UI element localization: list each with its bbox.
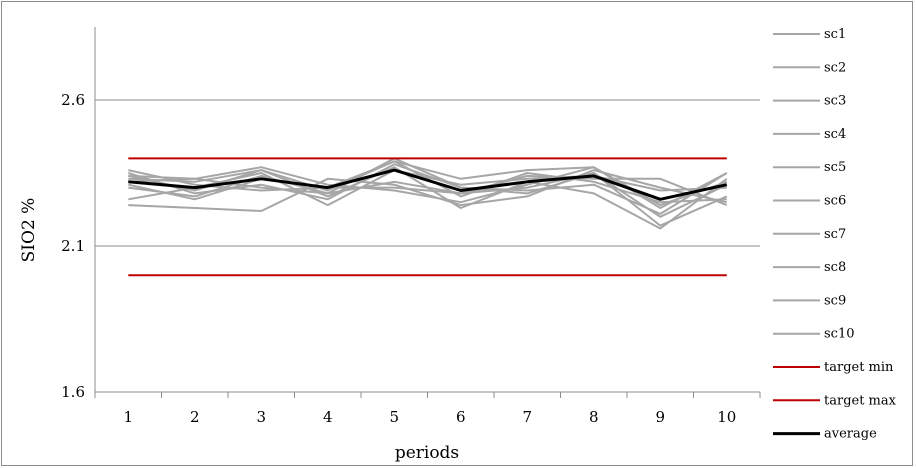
x-tick-label: 2 [190,408,200,426]
x-tick-label: 7 [522,408,532,426]
x-tick-label: 6 [456,408,466,426]
axis-layer: 1.6 2.1 2.6 1 2 3 4 5 6 7 8 9 10 [61,27,761,426]
legend-label: sc1 [824,27,846,42]
y-tick-label: 2.6 [61,91,85,109]
legend-label: sc10 [824,327,855,342]
legend-label: sc5 [824,160,846,175]
x-axis-title: periods [395,443,459,463]
legend-label: sc6 [824,194,846,209]
legend: sc1 sc2 sc3 sc4 sc5 sc6 sc7 sc8 sc9 sc10 target mi… [773,27,897,442]
legend-label: sc9 [824,293,846,308]
legend-label: average [824,427,877,442]
x-tick-label: 10 [717,408,736,426]
series-layer [128,157,728,277]
y-tick-label: 1.6 [61,383,85,401]
legend-label: sc3 [824,94,846,109]
x-tick-label: 3 [256,408,266,426]
x-tick-label: 8 [589,408,599,426]
series-line-sc8 [128,166,728,230]
legend-label: sc7 [824,227,846,242]
grid-layer [95,99,760,247]
legend-label: target min [824,360,894,375]
x-tick-label: 1 [123,408,133,426]
legend-label: sc4 [824,127,846,142]
legend-label: target max [824,393,897,408]
series-line-sc7 [128,174,728,207]
legend-label: sc2 [824,60,846,75]
x-tick-label: 9 [655,408,665,426]
x-tick-label: 5 [389,408,399,426]
x-tick-label: 4 [323,408,333,426]
y-tick-label: 2.1 [61,237,85,255]
y-axis-title: SIO2 % [19,198,39,263]
legend-label: sc8 [824,260,846,275]
series-line-average [128,168,728,201]
